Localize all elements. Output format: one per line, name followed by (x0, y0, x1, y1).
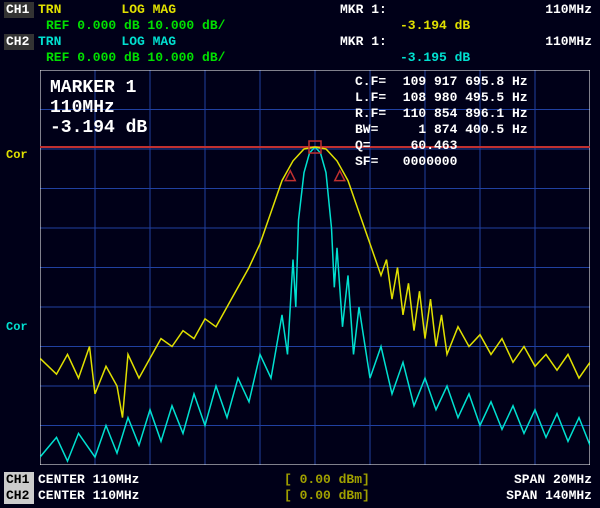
ch2-ref: REF 0.000 dB 10.000 dB/ (46, 50, 225, 66)
channel-header: CH1 TRN LOG MAG MKR 1: 110MHz REF 0.000 … (0, 0, 600, 68)
bandwidth-info: C.F= 109 917 695.8 HzL.F= 108 980 495.5 … (355, 74, 528, 170)
ch1-mode: TRN (38, 2, 61, 18)
footer-ch2-power: [ 0.00 dBm] (284, 488, 370, 504)
ch2-marker-value: -3.195 dB (400, 50, 470, 66)
footer-ch2-span: SPAN 140MHz (506, 488, 592, 504)
info-row: R.F= 110 854 896.1 Hz (355, 106, 528, 122)
info-row: BW= 1 874 400.5 Hz (355, 122, 528, 138)
ch1-marker-value: -3.194 dB (400, 18, 470, 34)
ch2-freq: 110MHz (545, 34, 592, 50)
marker-freq: 110MHz (50, 98, 147, 118)
ch1-meas: LOG MAG (121, 2, 176, 18)
footer-ch1-span: SPAN 20MHz (514, 472, 592, 488)
info-row: L.F= 108 980 495.5 Hz (355, 90, 528, 106)
ch2-meas: LOG MAG (121, 34, 176, 50)
cor-label-ch1: Cor (6, 148, 28, 162)
ch1-freq: 110MHz (545, 2, 592, 18)
marker-val: -3.194 dB (50, 118, 147, 138)
footer-ch2-label: CH2 (4, 488, 34, 504)
ch2-marker-label: MKR 1: (340, 34, 387, 50)
info-row: Q= 60.463 (355, 138, 528, 154)
ch2-label: CH2 (4, 34, 34, 50)
ch1-ref: REF 0.000 dB 10.000 dB/ (46, 18, 225, 34)
footer-ch2-center: CENTER 110MHz (38, 488, 188, 504)
footer-ch1-center: CENTER 110MHz (38, 472, 188, 488)
footer: CH1 CENTER 110MHz [ 0.00 dBm] SPAN 20MHz… (4, 472, 596, 504)
marker-title: MARKER 1 (50, 78, 147, 98)
ch1-label: CH1 (4, 2, 34, 18)
ch1-marker-label: MKR 1: (340, 2, 387, 18)
info-row: C.F= 109 917 695.8 Hz (355, 74, 528, 90)
footer-ch1-power: [ 0.00 dBm] (284, 472, 370, 488)
ch2-mode: TRN (38, 34, 61, 50)
cor-label-ch2: Cor (6, 320, 28, 334)
info-row: SF= 0000000 (355, 154, 528, 170)
footer-ch1-label: CH1 (4, 472, 34, 488)
marker-readout: MARKER 1 110MHz -3.194 dB (50, 78, 147, 138)
